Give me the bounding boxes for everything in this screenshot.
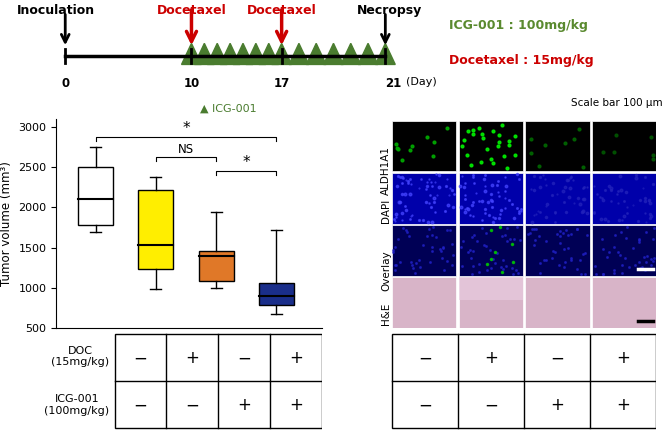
Text: *: * <box>182 121 190 136</box>
Bar <box>592 225 656 276</box>
Text: DOC
(15mg/kg): DOC (15mg/kg) <box>51 345 109 367</box>
Bar <box>78 168 113 225</box>
Bar <box>525 121 589 171</box>
Bar <box>459 225 523 276</box>
Text: +: + <box>550 396 564 414</box>
Bar <box>392 334 656 428</box>
Y-axis label: Tumor volume (mm³): Tumor volume (mm³) <box>0 161 13 286</box>
Polygon shape <box>233 43 253 65</box>
Text: 21: 21 <box>385 77 402 90</box>
Bar <box>525 277 589 328</box>
Text: Docetaxel : 15mg/kg: Docetaxel : 15mg/kg <box>449 54 593 67</box>
Polygon shape <box>194 43 214 65</box>
Text: Overlay: Overlay <box>381 250 391 291</box>
Text: +: + <box>186 349 199 367</box>
Bar <box>459 121 523 171</box>
Text: +: + <box>617 349 631 367</box>
Bar <box>392 225 456 276</box>
Polygon shape <box>246 43 266 65</box>
Text: +: + <box>237 396 251 414</box>
Text: ICG-001 : 100mg/kg: ICG-001 : 100mg/kg <box>449 19 587 32</box>
Bar <box>115 334 322 428</box>
Polygon shape <box>358 43 378 65</box>
Bar <box>592 121 656 171</box>
Text: 0: 0 <box>61 77 70 90</box>
Polygon shape <box>289 43 309 65</box>
Polygon shape <box>306 43 326 65</box>
Bar <box>392 173 456 224</box>
Text: NS: NS <box>178 143 194 156</box>
Text: H&E: H&E <box>381 302 391 325</box>
Text: −: − <box>134 349 147 367</box>
Text: Necropsy: Necropsy <box>357 3 422 16</box>
Bar <box>259 283 294 305</box>
Polygon shape <box>259 43 278 65</box>
Polygon shape <box>208 43 227 65</box>
Bar <box>392 121 456 171</box>
Text: ALDH1A1: ALDH1A1 <box>381 146 391 195</box>
Bar <box>459 277 523 328</box>
Polygon shape <box>324 43 343 65</box>
Bar <box>525 225 589 276</box>
Bar <box>139 190 173 269</box>
Text: Docetaxel: Docetaxel <box>247 3 316 16</box>
Text: ▲ ICG-001: ▲ ICG-001 <box>200 104 257 114</box>
Text: −: − <box>134 396 147 414</box>
Bar <box>525 173 589 224</box>
Text: +: + <box>289 349 302 367</box>
Text: −: − <box>237 349 251 367</box>
Text: −: − <box>484 396 498 414</box>
Text: −: − <box>186 396 199 414</box>
Polygon shape <box>375 43 395 65</box>
Bar <box>392 277 456 328</box>
Text: −: − <box>418 396 432 414</box>
Polygon shape <box>341 43 361 65</box>
Polygon shape <box>182 43 202 65</box>
Bar <box>592 277 656 328</box>
Text: Docetaxel: Docetaxel <box>156 3 226 16</box>
Bar <box>459 173 523 224</box>
Polygon shape <box>220 43 240 65</box>
Text: *: * <box>243 155 250 170</box>
Text: ICG-001
(100mg/kg): ICG-001 (100mg/kg) <box>44 395 109 416</box>
Bar <box>592 173 656 224</box>
Text: +: + <box>289 396 302 414</box>
Bar <box>199 251 233 281</box>
Text: −: − <box>550 349 564 367</box>
Bar <box>459 277 523 300</box>
Text: Inoculation: Inoculation <box>17 3 95 16</box>
Text: (Day): (Day) <box>406 77 436 87</box>
Polygon shape <box>272 43 292 65</box>
Text: 17: 17 <box>274 77 290 90</box>
Text: +: + <box>617 396 631 414</box>
Text: −: − <box>418 349 432 367</box>
Text: +: + <box>484 349 498 367</box>
Text: DAPI: DAPI <box>381 198 391 223</box>
Text: Scale bar 100 μm: Scale bar 100 μm <box>572 98 663 108</box>
Text: 10: 10 <box>184 77 200 90</box>
